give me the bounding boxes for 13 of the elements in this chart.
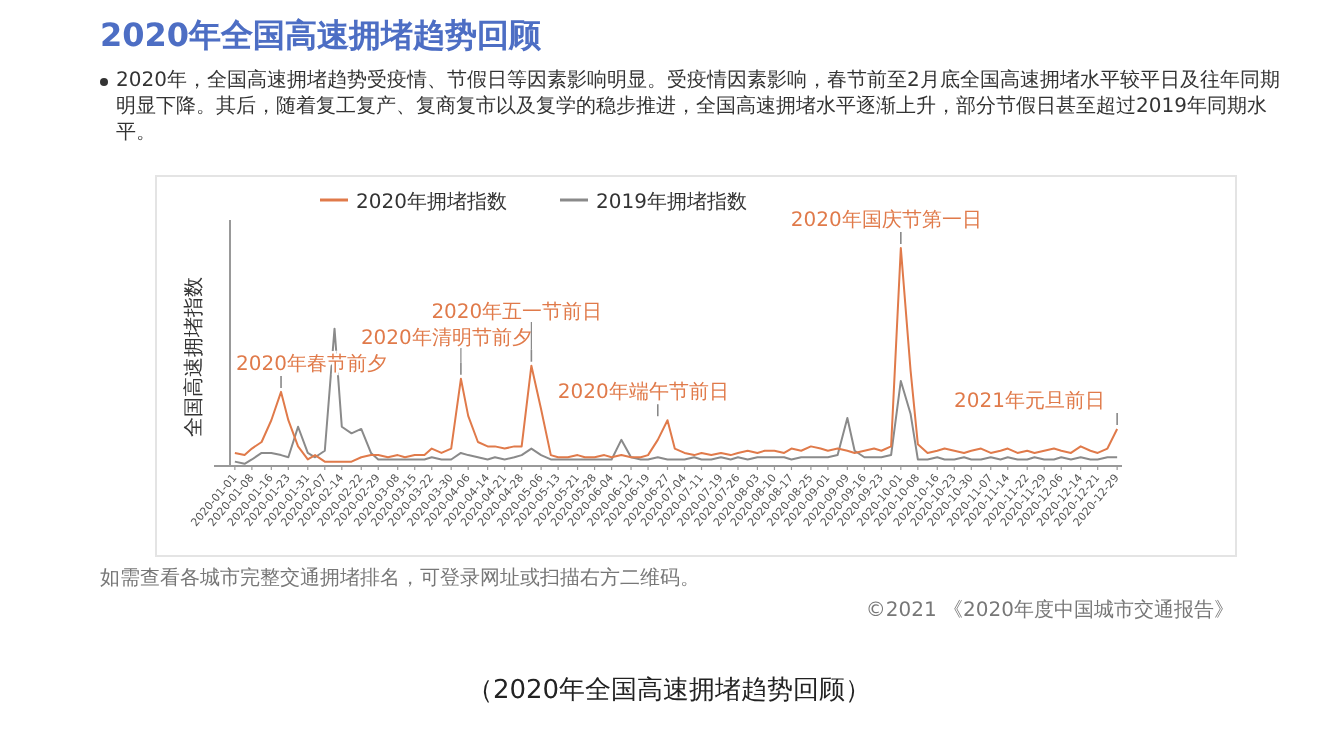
y-axis-title: 全国高速拥堵指数 xyxy=(182,277,206,437)
annotation: 2021年元旦前日 xyxy=(954,388,1105,413)
annotation: 2020年清明节前夕 xyxy=(360,325,532,350)
annotation: 2020年国庆节第一日 xyxy=(790,208,982,232)
legend-label: 2020年拥堵指数 xyxy=(356,190,507,214)
annotation: 2020年五一节前日 xyxy=(431,299,603,324)
legend-label: 2019年拥堵指数 xyxy=(596,190,747,214)
chart-title: 2020年全国高速拥堵趋势回顾 xyxy=(100,16,542,58)
annotation: 2020年端午节前日 xyxy=(557,380,729,405)
text: 如需查看各城市完整交通拥堵排名，可登录网址或扫描右方二维码。 xyxy=(100,565,700,592)
text: ©2021 《2020年度中国城市交通报告》 xyxy=(865,597,1234,624)
chart-subtitle: 2020年，全国高速拥堵趋势受疫情、节假日等因素影响明显。受疫情因素影响，春节前至2月底全国高速拥堵水平较平日及往年同期明显下降。其后，随着复工复产、复商复市以及复学的稳步推进，全国高速拥堵水平逐渐上升，部分节假日甚至超过2019年同期水平。 xyxy=(116,68,1282,146)
text: （2020年全国高速拥堵趋势回顾） xyxy=(464,674,874,708)
